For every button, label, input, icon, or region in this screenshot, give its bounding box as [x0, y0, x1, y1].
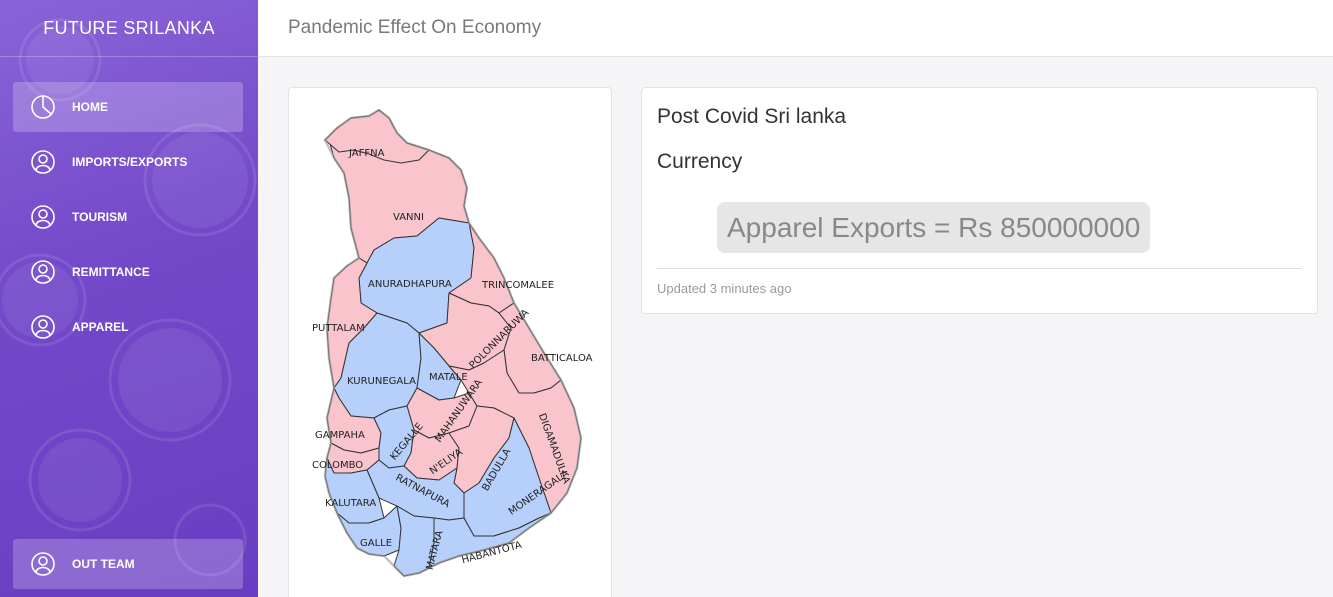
label-kalutara: KALUTARA [325, 498, 376, 509]
updated-timestamp: Updated 3 minutes ago [657, 281, 792, 296]
label-batticaloa: BATTICALOA [531, 353, 593, 364]
sidebar-item-home[interactable]: HOME [13, 82, 243, 132]
label-kurunegala: KURUNEGALA [347, 376, 416, 387]
sidebar-item-label: TOURISM [72, 210, 128, 224]
label-trincomalee: TRINCOMALEE [481, 280, 554, 291]
user-icon [30, 314, 56, 340]
label-gampaha: GAMPAHA [315, 430, 365, 441]
sidebar-nav: HOME IMPORTS/EXPORTS TOURISM [13, 82, 243, 357]
sidebar-item-remittance[interactable]: REMITTANCE [13, 247, 243, 297]
divider [657, 268, 1302, 269]
label-colombo: COLOMBO [312, 460, 363, 471]
label-jaffna: JAFFNA [348, 148, 385, 159]
sidebar-item-label: IMPORTS/EXPORTS [72, 155, 188, 169]
apparel-exports-value: Apparel Exports = Rs 850000000 [717, 202, 1151, 253]
sidebar-item-apparel[interactable]: APPAREL [13, 302, 243, 352]
sidebar-item-tourism[interactable]: TOURISM [13, 192, 243, 242]
virus-background [0, 18, 257, 577]
brand-title: FUTURE SRILANKA [0, 0, 258, 57]
sidebar-item-imports-exports[interactable]: IMPORTS/EXPORTS [13, 137, 243, 187]
sidebar-item-label: APPAREL [72, 320, 129, 334]
sri-lanka-map-card: JAFFNA VANNI ANURADHAPURA TRINCOMALEE PU… [288, 87, 612, 597]
sidebar: FUTURE SRILANKA HOME IMPORTS/EXPORTS [0, 0, 258, 597]
user-icon [30, 551, 56, 577]
label-puttalam: PUTTALAM [312, 323, 365, 334]
top-header: Pandemic Effect On Economy [258, 0, 1333, 57]
stats-card: Post Covid Sri lanka Currency Apparel Ex… [641, 87, 1318, 314]
card-heading: Post Covid Sri lanka [657, 105, 847, 128]
sidebar-item-our-team[interactable]: OUT TEAM [13, 539, 243, 589]
user-icon [30, 204, 56, 230]
label-anuradhapura: ANURADHAPURA [368, 279, 452, 290]
label-vanni: VANNI [393, 212, 424, 223]
sidebar-item-label: HOME [72, 100, 108, 114]
label-galle: GALLE [360, 538, 392, 549]
sri-lanka-map: JAFFNA VANNI ANURADHAPURA TRINCOMALEE PU… [312, 108, 593, 578]
card-subheading: Currency [657, 150, 743, 173]
sidebar-item-label: REMITTANCE [72, 265, 150, 279]
label-matale: MATALE [429, 372, 468, 383]
sidebar-item-label: OUT TEAM [72, 557, 135, 571]
pie-chart-icon [30, 94, 56, 120]
user-icon [30, 149, 56, 175]
user-icon [30, 259, 56, 285]
page-title: Pandemic Effect On Economy [288, 17, 542, 38]
